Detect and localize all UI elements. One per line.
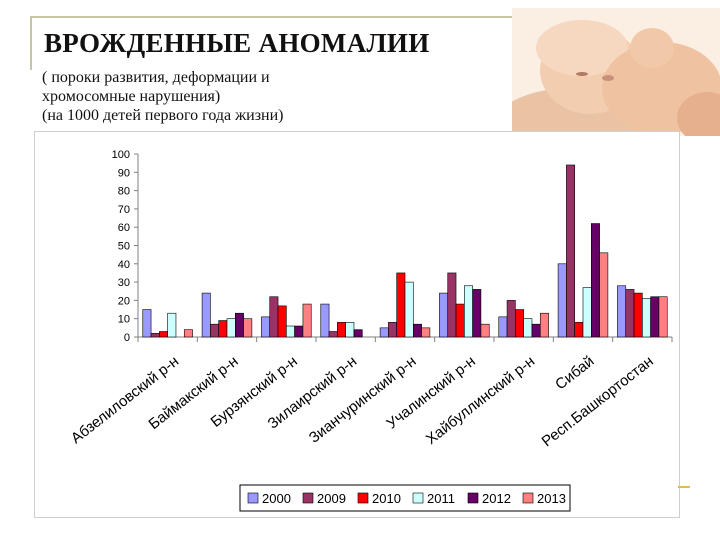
- bar: [650, 296, 660, 338]
- legend-swatch: [247, 492, 259, 504]
- bar: [633, 292, 643, 338]
- y-tick-label: 90: [118, 167, 130, 179]
- subtitle: ( пороки развития, деформации и хромосом…: [42, 68, 284, 125]
- bar: [396, 272, 406, 338]
- x-category-label: Зианчуринский р-н: [306, 353, 420, 447]
- bar: [464, 285, 473, 338]
- bar: [539, 312, 549, 338]
- bar: [506, 300, 516, 338]
- legend-label: 2000: [262, 491, 291, 506]
- y-tick-label: 100: [112, 149, 130, 161]
- y-tick-label: 70: [118, 204, 130, 216]
- bar: [404, 281, 414, 338]
- x-category-label: Сибай: [552, 353, 597, 394]
- legend-box: [239, 484, 571, 512]
- y-tick-label: 0: [124, 332, 130, 344]
- bar: [261, 316, 271, 338]
- y-tick-label: 30: [118, 277, 130, 289]
- bar: [625, 289, 635, 338]
- bar: [658, 296, 668, 338]
- bar: [320, 303, 330, 338]
- bar: [243, 318, 253, 338]
- bar: [210, 323, 219, 338]
- bar: [642, 298, 651, 338]
- legend-label: 2010: [372, 491, 401, 506]
- subtitle-line-3: (на 1000 детей первого года жизни): [42, 107, 284, 124]
- y-tick-label: 80: [118, 186, 130, 198]
- legend-swatch: [412, 492, 424, 504]
- bar: [455, 303, 465, 338]
- y-tick-label: 20: [118, 295, 130, 307]
- x-category-label: Респ.Башкортостан: [539, 353, 657, 451]
- bar: [566, 164, 576, 338]
- legend-label: 2009: [317, 491, 346, 506]
- y-tick-label: 60: [118, 222, 130, 234]
- baby-photo: [512, 8, 720, 136]
- bar: [599, 252, 609, 338]
- legend-label: 2012: [482, 491, 511, 506]
- bar: [337, 322, 346, 338]
- bar: [167, 312, 177, 338]
- x-category-label: Хайбуллинский р-н: [423, 353, 538, 448]
- legend-swatch: [357, 492, 369, 504]
- bar: [277, 305, 287, 338]
- bar: [498, 316, 508, 338]
- bar-chart: 0 10 20 30 40 50 60 70 80 90 100 Абзелиловский р-н…: [68, 149, 673, 512]
- legend-label: 2011: [427, 491, 455, 506]
- bar: [590, 223, 600, 338]
- bar: [353, 329, 363, 338]
- bar: [345, 322, 355, 338]
- bar: [201, 292, 211, 338]
- bar: [447, 272, 457, 338]
- chart-panel: 0 10 20 30 40 50 60 70 80 90 100 Абзелиловский р-н…: [34, 131, 680, 518]
- subtitle-line-1: ( пороки развития, деформации и: [42, 69, 270, 86]
- bar: [379, 327, 389, 338]
- bar: [183, 329, 193, 338]
- legend-swatch: [467, 492, 479, 504]
- x-category-label: Абзелиловский р-н: [68, 353, 182, 447]
- bar: [302, 303, 312, 338]
- bar: [574, 322, 584, 338]
- bar: [159, 331, 168, 338]
- bar: [480, 323, 490, 338]
- bar: [472, 289, 482, 338]
- baby-photo-icon: [512, 8, 720, 136]
- bar: [328, 331, 338, 338]
- page-title: ВРОЖДЕННЫЕ АНОМАЛИИ: [44, 28, 430, 58]
- y-tick-label: 10: [118, 314, 130, 326]
- bar: [294, 325, 304, 338]
- legend-label: 2013: [537, 491, 566, 506]
- accent-line: [678, 486, 690, 488]
- legend-swatch: [302, 492, 314, 504]
- y-tick-label: 40: [118, 259, 130, 271]
- bar: [142, 309, 152, 338]
- bars: [142, 164, 668, 338]
- bar: [582, 287, 592, 338]
- bar: [412, 323, 422, 338]
- bar: [286, 325, 295, 338]
- bar: [515, 309, 524, 338]
- bar: [523, 318, 533, 338]
- bar: [388, 322, 397, 338]
- subtitle-line-2: хромосомные нарушения): [42, 88, 221, 105]
- bar: [226, 318, 236, 338]
- y-tick-label: 50: [118, 241, 130, 253]
- bar: [617, 285, 627, 338]
- legend-swatch: [522, 492, 534, 504]
- bar: [421, 327, 431, 338]
- bar: [531, 323, 541, 338]
- bar: [269, 296, 279, 338]
- bar: [218, 320, 228, 338]
- bar: [235, 312, 244, 338]
- legend: 2000 2009 2010 2011 2012 2013: [239, 484, 571, 512]
- bar: [150, 333, 160, 338]
- bar: [439, 292, 449, 338]
- title-frame: [30, 16, 514, 70]
- bar: [557, 263, 567, 338]
